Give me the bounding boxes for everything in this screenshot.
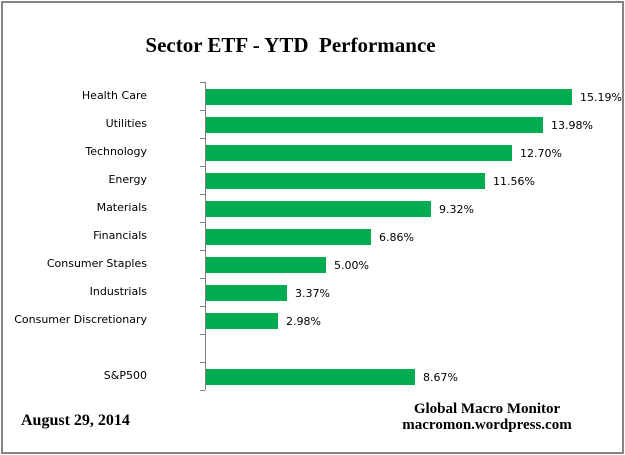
bar-value-label: 5.00% (334, 258, 369, 272)
bar-track: 3.37% (205, 278, 623, 306)
bar-value-label: 12.70% (520, 146, 562, 160)
credit-line-1: Global Macro Monitor (413, 401, 561, 417)
bar (206, 313, 278, 329)
chart-row (3, 334, 623, 362)
bar-value-label: 2.98% (286, 314, 321, 328)
chart-row: Technology 12.70% (3, 138, 623, 166)
axis-tick (200, 362, 205, 363)
category-label: Industrials (89, 285, 147, 298)
axis-tick (200, 194, 205, 195)
bar-track: 9.32% (205, 194, 623, 222)
bar-track (205, 334, 623, 362)
category-label: Utilities (105, 117, 147, 130)
chart-row: S&P500 8.67% (3, 362, 623, 390)
bar (206, 229, 371, 245)
bar-value-label: 13.98% (551, 118, 593, 132)
bar (206, 257, 326, 273)
category-label: S&P500 (103, 369, 147, 382)
category-label: Consumer Staples (46, 257, 147, 270)
chart-title: Sector ETF - YTD Performance (145, 33, 436, 57)
axis-tick (200, 278, 205, 279)
bar-track: 13.98% (205, 110, 623, 138)
axis-tick (200, 110, 205, 111)
axis-tick (200, 390, 205, 391)
chart-row: Materials 9.32% (3, 194, 623, 222)
bar-track: 12.70% (205, 138, 623, 166)
bar-value-label: 8.67% (423, 370, 458, 384)
axis-tick (200, 222, 205, 223)
bar-value-label: 11.56% (493, 174, 535, 188)
bar (206, 285, 287, 301)
footer-date: August 29, 2014 (21, 412, 130, 429)
bar-track: 6.86% (205, 222, 623, 250)
chart-row: Financials 6.86% (3, 222, 623, 250)
axis-tick (200, 138, 205, 139)
axis-tick (200, 166, 205, 167)
bar-track: 8.67% (205, 362, 623, 390)
category-label: Financials (93, 229, 147, 242)
bar (206, 201, 431, 217)
category-label: Technology (85, 145, 147, 158)
category-label: Materials (96, 201, 147, 214)
bar (206, 369, 415, 385)
category-label: Health Care (81, 89, 147, 102)
axis-tick (200, 250, 205, 251)
chart-row: Energy 11.56% (3, 166, 623, 194)
chart-row: Consumer Discretionary 2.98% (3, 306, 623, 334)
bar (206, 117, 543, 133)
chart-row: Health Care 15.19% (3, 82, 623, 110)
chart-row: Consumer Staples 5.00% (3, 250, 623, 278)
axis-tick (200, 82, 205, 83)
credit-line-2: macromon.wordpress.com (402, 417, 572, 433)
chart-row: Industrials 3.37% (3, 278, 623, 306)
bar-value-label: 15.19% (580, 90, 622, 104)
category-label: Energy (108, 173, 147, 186)
bar (206, 145, 512, 161)
category-label: Consumer Discretionary (14, 313, 147, 326)
bar-value-label: 9.32% (439, 202, 474, 216)
bar-track: 11.56% (205, 166, 623, 194)
axis-tick (200, 306, 205, 307)
bar-track: 15.19% (205, 82, 623, 110)
bar (206, 89, 572, 105)
bar (206, 173, 485, 189)
bar-track: 2.98% (205, 306, 623, 334)
bar-value-label: 3.37% (295, 286, 330, 300)
bar-chart: Health Care 15.19% Utilities 13.98% Technolo… (3, 82, 623, 391)
footer-credit: Global Macro Monitor macromon.wordpress.… (396, 401, 578, 433)
axis-tick (200, 334, 205, 335)
bar-track: 5.00% (205, 250, 623, 278)
chart-row: Utilities 13.98% (3, 110, 623, 138)
bar-value-label: 6.86% (379, 230, 414, 244)
